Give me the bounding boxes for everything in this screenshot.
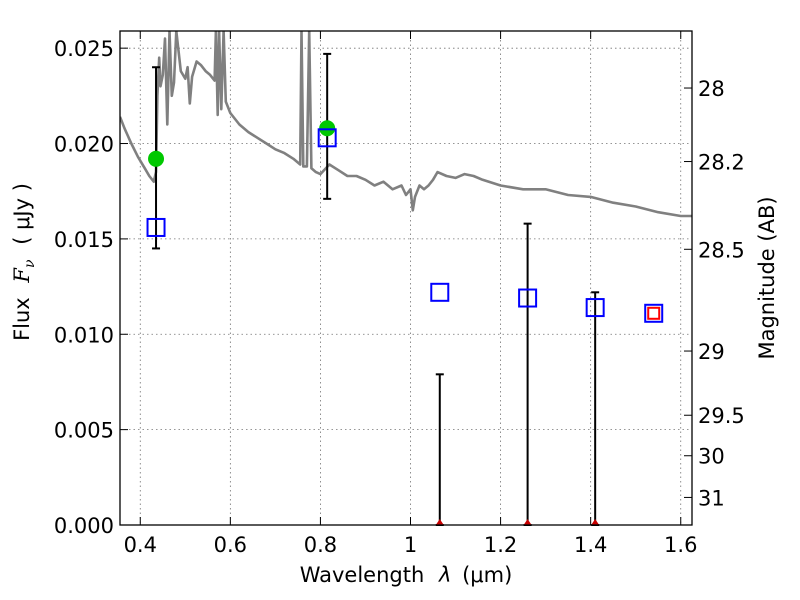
y-axis-label: Flux Fν ( μJy )	[10, 183, 39, 341]
x-tick-label: 1.2	[484, 533, 517, 557]
model-photometry-point	[317, 128, 337, 148]
y-tick-label: 0.005	[54, 419, 114, 443]
model-spectrum	[120, 31, 692, 218]
model-photometry-point	[644, 303, 664, 323]
model-photometry-point	[430, 282, 450, 302]
x-axis-symbol: λ	[438, 563, 451, 587]
y2-tick-label: 29.5	[698, 404, 745, 428]
x-tick-label: 0.6	[214, 533, 247, 557]
x-tick-label: 0.8	[304, 533, 337, 557]
y-tick-label: 0.015	[54, 228, 114, 252]
y2-tick-label: 29	[698, 340, 725, 364]
x-tick-label: 1	[404, 533, 417, 557]
upper-limit-point	[435, 519, 444, 525]
model-photometry-point	[146, 217, 166, 237]
x-tick-label: 1.4	[574, 533, 607, 557]
y2-tick-label: 28.5	[698, 238, 745, 262]
plot-frame	[119, 30, 693, 526]
data-markers	[146, 120, 664, 525]
observed-point	[148, 150, 165, 167]
y-axis-subscript: ν	[22, 259, 38, 268]
axis-ticks: 0.4 0.6 0.8 1 1.2 1.4 1.6 0.000 0.005 0.010 0.015 0…	[54, 31, 745, 557]
y-tick-label: 0.020	[54, 133, 114, 157]
grid-lines	[120, 31, 692, 525]
y-axis-unit: ( μJy )	[10, 183, 34, 245]
observed-point	[319, 120, 336, 137]
spectrum-line	[120, 31, 692, 218]
x-tick-label: 1.6	[664, 533, 697, 557]
x-axis-label-text: Wavelength	[300, 563, 425, 587]
model-photometry-point	[585, 298, 605, 318]
model-photometry-alt-point	[647, 306, 661, 320]
y-axis-label-text: Flux	[10, 297, 34, 341]
x-tick-label: 0.4	[124, 533, 157, 557]
y-tick-label: 0.025	[54, 37, 114, 61]
x-axis-unit: (μm)	[462, 563, 512, 587]
y2-tick-label: 31	[698, 486, 725, 510]
y2-axis-label: Magnitude (AB)	[755, 196, 779, 359]
y-tick-label: 0.010	[54, 323, 114, 347]
y2-tick-label: 28	[698, 77, 725, 101]
model-photometry-point	[518, 288, 538, 308]
y2-tick-label: 30	[698, 445, 725, 469]
upper-limit-point	[523, 519, 532, 525]
y-tick-label: 0.000	[54, 514, 114, 538]
y2-tick-label: 28.2	[698, 151, 745, 175]
y-axis-symbol: F	[10, 267, 34, 284]
x-axis-label: Wavelength λ (μm)	[300, 563, 513, 587]
upper-limit-point	[591, 519, 600, 525]
